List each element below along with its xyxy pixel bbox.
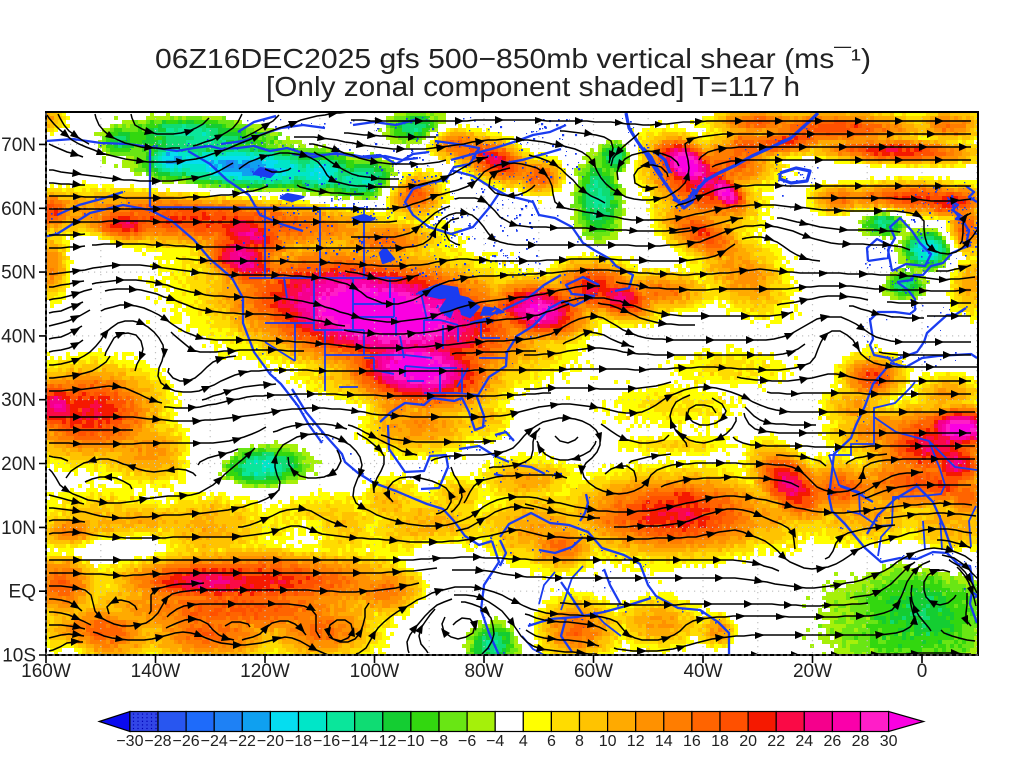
svg-text:70N: 70N [1,135,36,156]
svg-text:−8: −8 [430,733,448,750]
svg-text:EQ: EQ [9,582,36,603]
svg-text:10: 10 [599,733,617,750]
svg-text:−6: −6 [458,733,476,750]
svg-text:40W: 40W [683,661,722,682]
svg-text:20W: 20W [793,661,832,682]
svg-text:10N: 10N [1,518,36,539]
svg-text:−26: −26 [173,733,200,750]
svg-text:28: 28 [852,733,870,750]
svg-text:120W: 120W [240,661,290,682]
svg-text:140W: 140W [131,661,181,682]
svg-text:6: 6 [547,733,556,750]
svg-text:16: 16 [683,733,701,750]
svg-text:−10: −10 [397,733,424,750]
svg-text:4: 4 [519,733,528,750]
svg-text:06Z16DEC2025 gfs 500−850mb ver: 06Z16DEC2025 gfs 500−850mb vertical shea… [155,43,871,74]
svg-text:26: 26 [824,733,842,750]
svg-text:60W: 60W [574,661,613,682]
svg-text:8: 8 [575,733,584,750]
svg-text:−30: −30 [116,733,143,750]
svg-text:20: 20 [739,733,757,750]
svg-text:[Only zonal component shaded]: [Only zonal component shaded] T=117 h [266,71,800,102]
svg-text:30N: 30N [1,390,36,411]
svg-text:−28: −28 [144,733,171,750]
svg-text:20N: 20N [1,454,36,475]
svg-text:14: 14 [655,733,673,750]
svg-text:80W: 80W [464,661,503,682]
svg-text:−4: −4 [486,733,504,750]
svg-text:30: 30 [880,733,898,750]
svg-text:−18: −18 [285,733,312,750]
svg-text:40N: 40N [1,326,36,347]
svg-text:22: 22 [767,733,785,750]
svg-text:0: 0 [917,661,928,682]
svg-text:18: 18 [711,733,729,750]
svg-text:12: 12 [627,733,645,750]
svg-text:60N: 60N [1,199,36,220]
svg-text:−20: −20 [257,733,284,750]
svg-text:160W: 160W [21,661,71,682]
svg-text:−24: −24 [201,733,228,750]
svg-text:−16: −16 [313,733,340,750]
svg-text:50N: 50N [1,263,36,284]
svg-text:100W: 100W [350,661,400,682]
svg-text:24: 24 [795,733,813,750]
svg-text:−12: −12 [369,733,396,750]
svg-text:−14: −14 [341,733,368,750]
svg-text:−22: −22 [229,733,256,750]
svg-text:10S: 10S [2,646,36,667]
